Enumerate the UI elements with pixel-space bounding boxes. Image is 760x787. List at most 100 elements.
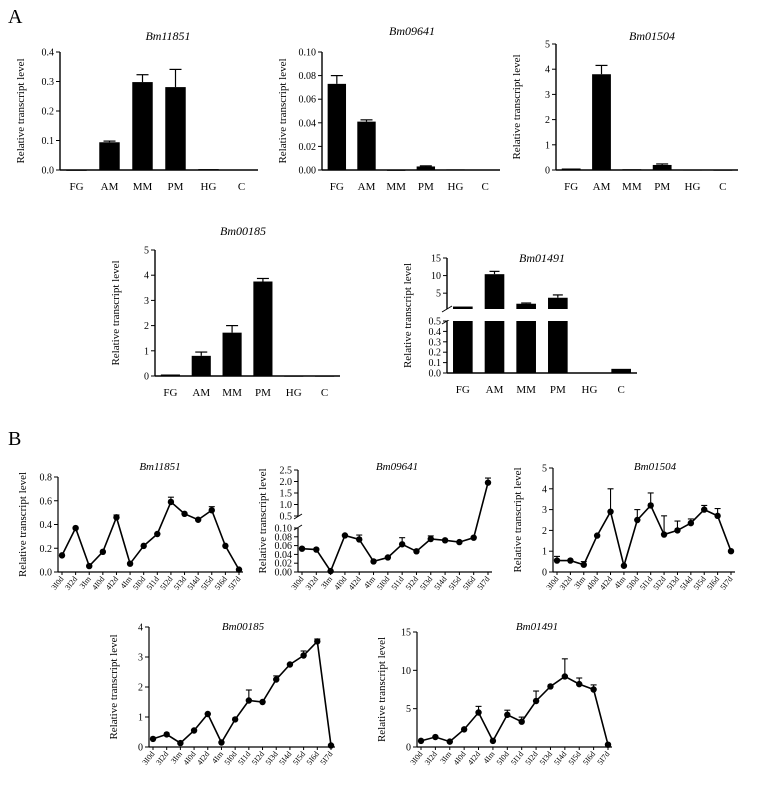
y-tick-label: 1 bbox=[144, 346, 149, 357]
x-tick-label: 5I2d bbox=[250, 750, 266, 767]
y-axis-label: Relative transcript level bbox=[110, 260, 122, 365]
x-tick-label: 4I2d bbox=[347, 575, 363, 592]
data-point bbox=[590, 686, 597, 693]
x-tick-label: 5I1d bbox=[509, 750, 525, 767]
x-tick-label: 5I6d bbox=[705, 575, 721, 592]
data-point bbox=[607, 508, 614, 515]
x-tick-label: PM bbox=[550, 384, 566, 396]
y-tick-label: 0.2 bbox=[42, 107, 55, 118]
x-tick-label: 4I0d bbox=[332, 575, 348, 592]
x-tick-label: 5I0d bbox=[131, 575, 147, 592]
bar bbox=[198, 169, 219, 170]
bar bbox=[231, 169, 252, 171]
y-axis-label: Relative transcript level bbox=[512, 467, 524, 572]
data-point bbox=[714, 512, 721, 520]
axis-break-mark bbox=[441, 305, 453, 313]
y-tick-label: 4 bbox=[138, 623, 143, 634]
data-point bbox=[460, 726, 468, 733]
y-tick-label: 0.2 bbox=[40, 544, 53, 555]
y-tick-label: 0.1 bbox=[42, 136, 55, 147]
data-point bbox=[341, 532, 349, 539]
y-tick-label: 0.8 bbox=[40, 473, 53, 484]
bar bbox=[484, 321, 505, 373]
x-tick-label: 4Im bbox=[362, 574, 378, 590]
data-point bbox=[701, 506, 708, 513]
data-point bbox=[204, 710, 211, 718]
bar bbox=[66, 170, 87, 171]
chart-b3: Bm01504 Relative transcript level 0 1 2 3 4 5 3I… bbox=[512, 461, 735, 592]
data-point bbox=[567, 557, 574, 564]
data-point bbox=[547, 683, 554, 690]
x-tick-label: 5I0d bbox=[223, 750, 239, 767]
y-tick-label: 0.0 bbox=[429, 369, 442, 380]
x-tick-label: 5I2d bbox=[652, 575, 668, 592]
y-tick-label: 0.2 bbox=[429, 348, 442, 359]
y-tick-label: 0 bbox=[406, 743, 411, 754]
chart-title: Bm01491 bbox=[516, 621, 558, 633]
data-point bbox=[167, 498, 175, 506]
bar-upper bbox=[548, 297, 568, 309]
x-tick-label: 5I4d bbox=[277, 750, 293, 767]
x-tick-label: 5I5d bbox=[692, 575, 708, 592]
data-point bbox=[273, 676, 280, 683]
x-tick-label: 5I4d bbox=[552, 750, 568, 767]
axis-break-mark bbox=[293, 524, 303, 531]
x-tick-label: 5I7d bbox=[318, 750, 334, 767]
x-tick-label: 5I3d bbox=[418, 575, 434, 592]
chart-b5: Bm01491 Relative transcript level 0 5 10 15 3I… bbox=[376, 621, 612, 767]
x-tick-label: PM bbox=[418, 181, 434, 193]
chart-a4: Bm00185 Relative transcript level 0 1 2 3 4 5 FG… bbox=[110, 224, 340, 399]
y-tick-label: 1 bbox=[542, 547, 547, 558]
data-point bbox=[140, 542, 147, 550]
y-tick-label: 2 bbox=[542, 526, 547, 537]
y-tick-label: 0.02 bbox=[275, 559, 293, 570]
x-tick-label: MM bbox=[386, 181, 406, 193]
data-point bbox=[86, 562, 93, 570]
data-point bbox=[475, 709, 482, 716]
y-tick-label: 0.4 bbox=[42, 48, 55, 59]
bar bbox=[652, 164, 672, 170]
x-tick-label: 5I7d bbox=[226, 575, 242, 592]
y-tick-label: 0.0 bbox=[42, 166, 55, 177]
x-tick-label: 5I1d bbox=[236, 750, 252, 767]
data-point bbox=[327, 567, 334, 575]
data-point bbox=[384, 554, 392, 561]
y-tick-label: 2 bbox=[144, 321, 149, 332]
x-tick-label: 4I0d bbox=[182, 750, 198, 767]
chart-b2: Bm09641 Relative transcript level 0.000.02… bbox=[257, 461, 492, 592]
x-tick-label: C bbox=[719, 181, 726, 193]
data-point bbox=[149, 735, 157, 743]
data-point bbox=[286, 661, 294, 668]
data-point bbox=[634, 516, 641, 524]
data-point bbox=[660, 531, 668, 538]
data-point bbox=[417, 737, 425, 745]
data-point bbox=[370, 558, 377, 565]
y-tick-label: 0.02 bbox=[299, 142, 317, 153]
x-tick-label: AM bbox=[358, 181, 376, 193]
y-tick-label: 0.5 bbox=[280, 512, 293, 523]
x-tick-label: 4I0d bbox=[585, 575, 601, 592]
x-tick-label: 5I5d bbox=[567, 750, 583, 767]
y-axis-label: Relative transcript level bbox=[511, 54, 523, 159]
x-tick-label: C bbox=[481, 181, 488, 193]
x-tick-label: PM bbox=[654, 181, 670, 193]
chart-a1: Bm11851 Relative transcript level 0.0 0.1 0.… bbox=[15, 29, 258, 193]
bar bbox=[222, 332, 242, 376]
y-tick-label: 1.0 bbox=[280, 500, 293, 511]
y-tick-label: 0 bbox=[138, 743, 143, 754]
x-tick-label: FG bbox=[69, 181, 83, 193]
chart-title: Bm00185 bbox=[220, 224, 266, 238]
y-tick-label: 4 bbox=[144, 271, 149, 282]
data-point bbox=[99, 548, 107, 556]
x-tick-label: AM bbox=[593, 181, 611, 193]
y-tick-label: 0.10 bbox=[275, 524, 293, 535]
x-tick-label: 5I5d bbox=[447, 575, 463, 592]
x-tick-label: FG bbox=[163, 387, 177, 399]
y-tick-label: 0.4 bbox=[40, 520, 53, 531]
bar bbox=[386, 170, 406, 171]
data-point bbox=[72, 524, 79, 532]
x-tick-label: HG bbox=[448, 181, 464, 193]
y-tick-label: 0.6 bbox=[40, 496, 53, 507]
x-tick-label: 5I7d bbox=[475, 575, 491, 592]
x-tick-label: FG bbox=[330, 181, 344, 193]
